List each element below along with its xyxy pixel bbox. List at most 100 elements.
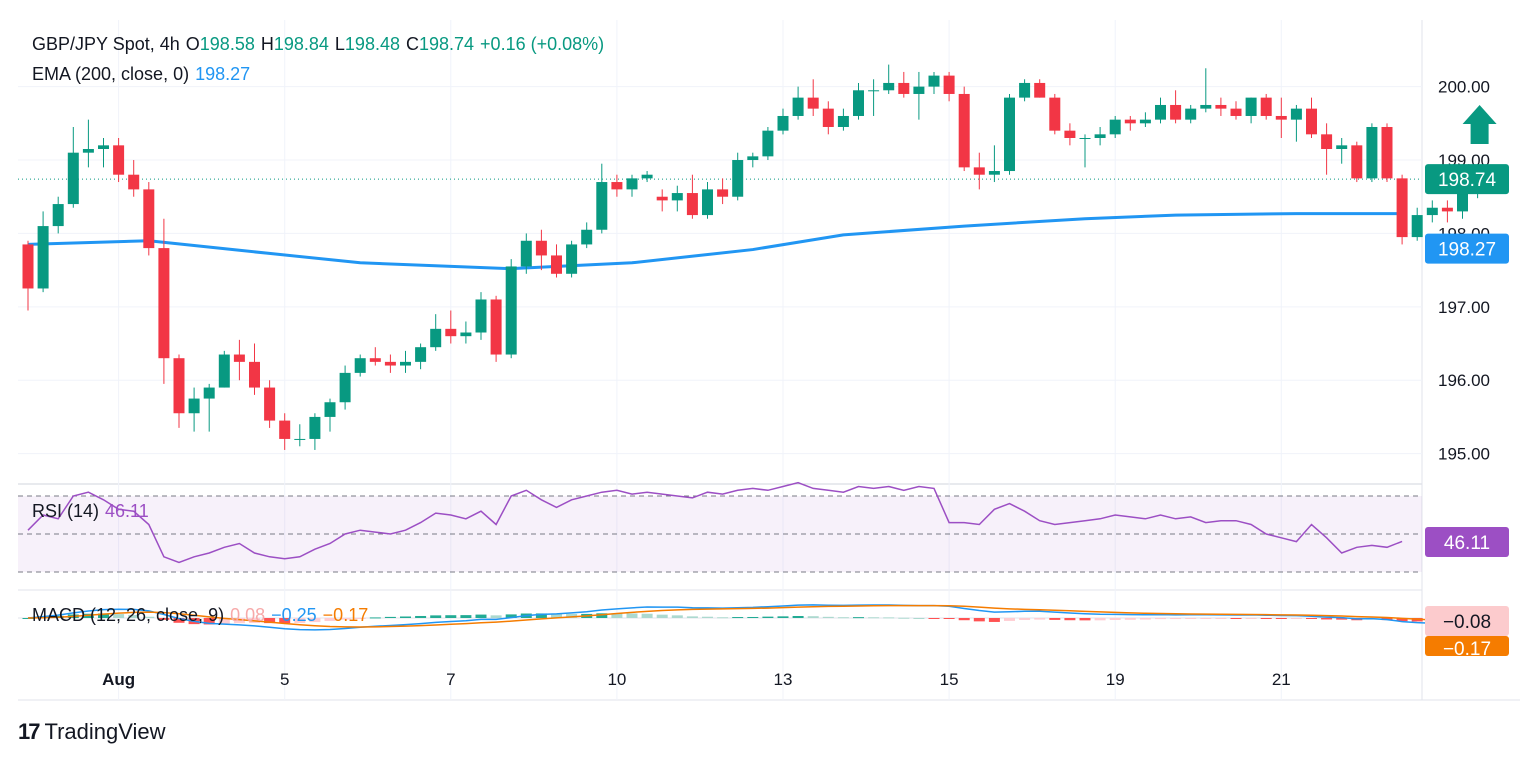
macd-histogram-bar [626, 613, 638, 618]
candle-body [1200, 104, 1212, 109]
candle-body [1426, 207, 1438, 216]
symbol-title: GBP/JPY Spot, 4h [32, 34, 180, 54]
macd-histogram-bar [309, 618, 321, 623]
macd-histogram-bar [1290, 618, 1302, 619]
macd-histogram-bar [1185, 618, 1197, 619]
candle-body [732, 160, 744, 197]
candle-body [1185, 108, 1197, 120]
candle-body [460, 332, 472, 337]
candle-body [143, 189, 155, 249]
macd-histogram-bar [1396, 618, 1408, 622]
macd-histogram-bar [1336, 618, 1348, 620]
macd-histogram-bar [973, 618, 985, 622]
rsi-label: RSI (14) [32, 501, 100, 521]
candle-body [1230, 108, 1242, 116]
candle-body [445, 328, 457, 337]
macd-pane [18, 604, 1484, 631]
candle-body [913, 86, 925, 94]
candle-body [1170, 104, 1182, 120]
macd-histogram-bar [641, 613, 653, 618]
macd-histogram-bar [928, 618, 940, 619]
candle-body [339, 372, 351, 403]
candle-body [1064, 130, 1076, 138]
last-price-badge-text: 198.74 [1438, 170, 1497, 191]
ema-legend: EMA (200, close, 0) 198.27 [32, 64, 256, 85]
candle-body [1049, 97, 1061, 131]
high-label: H [260, 34, 274, 54]
macd-histogram-bar [128, 614, 140, 618]
macd-histogram-bar [1245, 618, 1257, 619]
candle-body [1366, 126, 1378, 179]
candle-body [1124, 119, 1136, 124]
macd-label: MACD (12, 26, close, 9) [32, 605, 225, 625]
macd-histogram-bar [807, 616, 819, 618]
macd-histogram-bar [717, 617, 729, 619]
candle-body [883, 82, 895, 91]
macd-histogram-bar [264, 618, 276, 624]
candle-body [475, 299, 487, 333]
candle-body [1079, 138, 1091, 139]
macd-histogram-bar [596, 613, 608, 618]
macd-histogram-bar [324, 618, 336, 622]
macd-histogram-bar [566, 613, 578, 618]
macd-histogram-bar [671, 615, 683, 618]
candle-body [1351, 145, 1363, 179]
y-tick-label: 196.00 [1438, 371, 1490, 390]
candle-body [868, 90, 880, 92]
macd-histogram-bar [233, 618, 245, 624]
candle-body [22, 244, 34, 289]
candle-body [671, 193, 683, 201]
macd-histogram-bar [400, 616, 411, 618]
macd-histogram-bar [369, 617, 381, 619]
price-badges: 198.74 198.27 46.11 −0.08 −0.17 [1425, 164, 1509, 660]
macd-histogram-bar [415, 615, 427, 618]
candle-body [82, 149, 94, 153]
grid [18, 20, 1520, 701]
candle-body [551, 255, 562, 274]
candle-body [973, 167, 985, 175]
candle-body [128, 174, 140, 190]
macd-histogram-bar [868, 617, 880, 619]
macd-histogram-bar [1094, 618, 1106, 621]
x-tick-label: 5 [280, 670, 289, 689]
close-label: C [405, 34, 419, 54]
candle-body [309, 416, 321, 439]
macd-histogram-bar [747, 616, 759, 618]
rsi-value-badge [1425, 527, 1509, 557]
candle-body [1094, 134, 1106, 138]
macd-histogram-bar [505, 614, 517, 618]
tradingview-brand[interactable]: 17 TradingView [18, 719, 166, 745]
candle-body [807, 97, 819, 109]
macd-histogram-bar [732, 617, 744, 619]
macd-histogram-bar [1230, 618, 1242, 619]
candle-body [656, 196, 668, 201]
candle-body [853, 90, 864, 116]
candle-body [988, 171, 1000, 175]
rsi-value-badge-text: 46.11 [1444, 533, 1490, 554]
candle-body [369, 358, 381, 362]
candle-body [1275, 115, 1287, 120]
macd-signal-value: −0.17 [322, 605, 369, 625]
macd-histogram-bar [551, 613, 562, 618]
macd-histogram-bar [113, 614, 125, 618]
macd-histogram-bar [792, 616, 804, 618]
macd-histogram-bar [1139, 618, 1151, 620]
candle-body [294, 438, 306, 440]
macd-histogram-bar [611, 613, 623, 618]
low-value: 198.48 [344, 34, 400, 54]
macd-histogram-bar [218, 618, 230, 624]
candle-body [400, 361, 411, 366]
candle-body [1411, 215, 1423, 238]
x-tick-label: 19 [1106, 670, 1125, 689]
macd-histogram-bar [1064, 618, 1076, 621]
macd-histogram-bar [475, 614, 487, 618]
macd-histogram-bar [822, 616, 834, 618]
macd-histogram-bar [1215, 618, 1227, 619]
ema-value: 198.27 [195, 64, 251, 84]
macd-histogram-bar [1200, 618, 1212, 619]
macd-histogram-bar [1034, 618, 1046, 620]
macd-hist-badge-text: −0.08 [1443, 612, 1491, 633]
macd-hist-value: 0.08 [230, 605, 266, 625]
close-value: 198.74 [418, 34, 475, 54]
